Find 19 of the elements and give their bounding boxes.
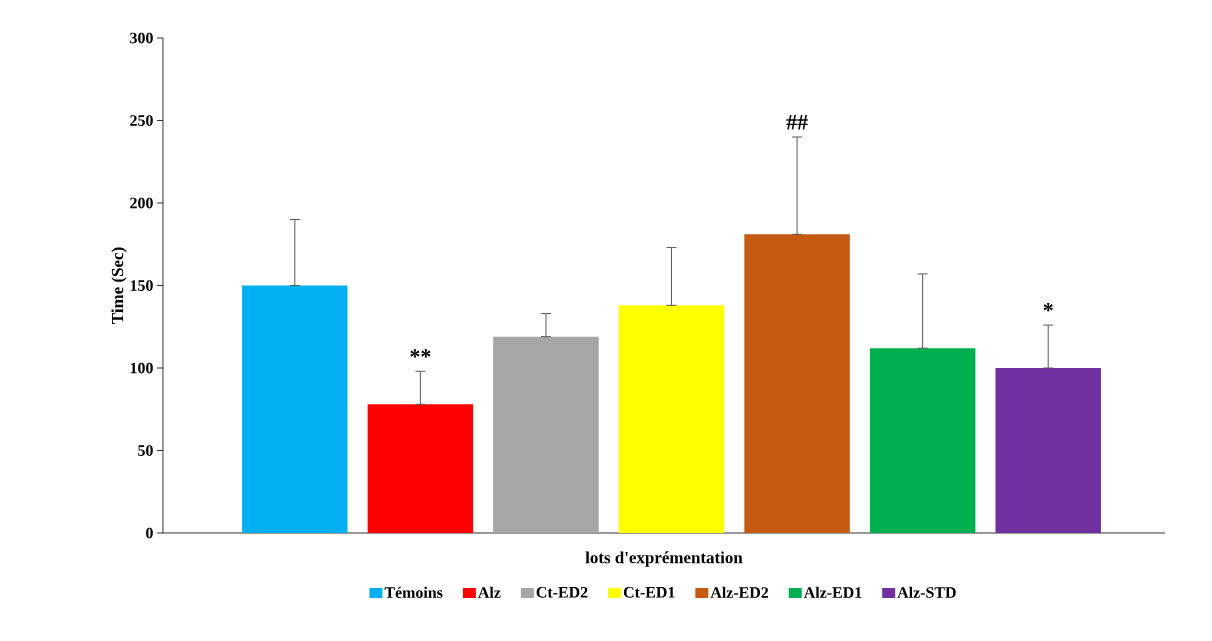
legend-label: Ct-ED1	[623, 586, 675, 598]
legend-label: Alz	[478, 586, 501, 598]
y-tick-label: 50	[138, 445, 153, 456]
legend-label: Alz-ED2	[710, 586, 769, 598]
y-tick-label: 100	[130, 362, 153, 374]
y-tick-label: 300	[130, 32, 153, 44]
annotation: *	[1043, 303, 1053, 312]
annotation: ##	[786, 115, 808, 130]
x-axis-title: lots d'exprémentation	[585, 551, 743, 567]
annotation: **	[410, 349, 431, 358]
y-tick-label: 0	[146, 527, 153, 539]
legend-label: Témoins	[384, 586, 443, 598]
y-axis-title: Time (Sec)	[111, 247, 127, 324]
legend-label: Ct-ED2	[536, 586, 588, 598]
legend-label: Alz-ED1	[803, 586, 862, 598]
y-tick-label: 250	[130, 115, 153, 126]
y-tick-label: 200	[130, 197, 153, 209]
legend-label: Alz-STD	[897, 586, 956, 598]
y-tick-label: 150	[130, 280, 153, 291]
